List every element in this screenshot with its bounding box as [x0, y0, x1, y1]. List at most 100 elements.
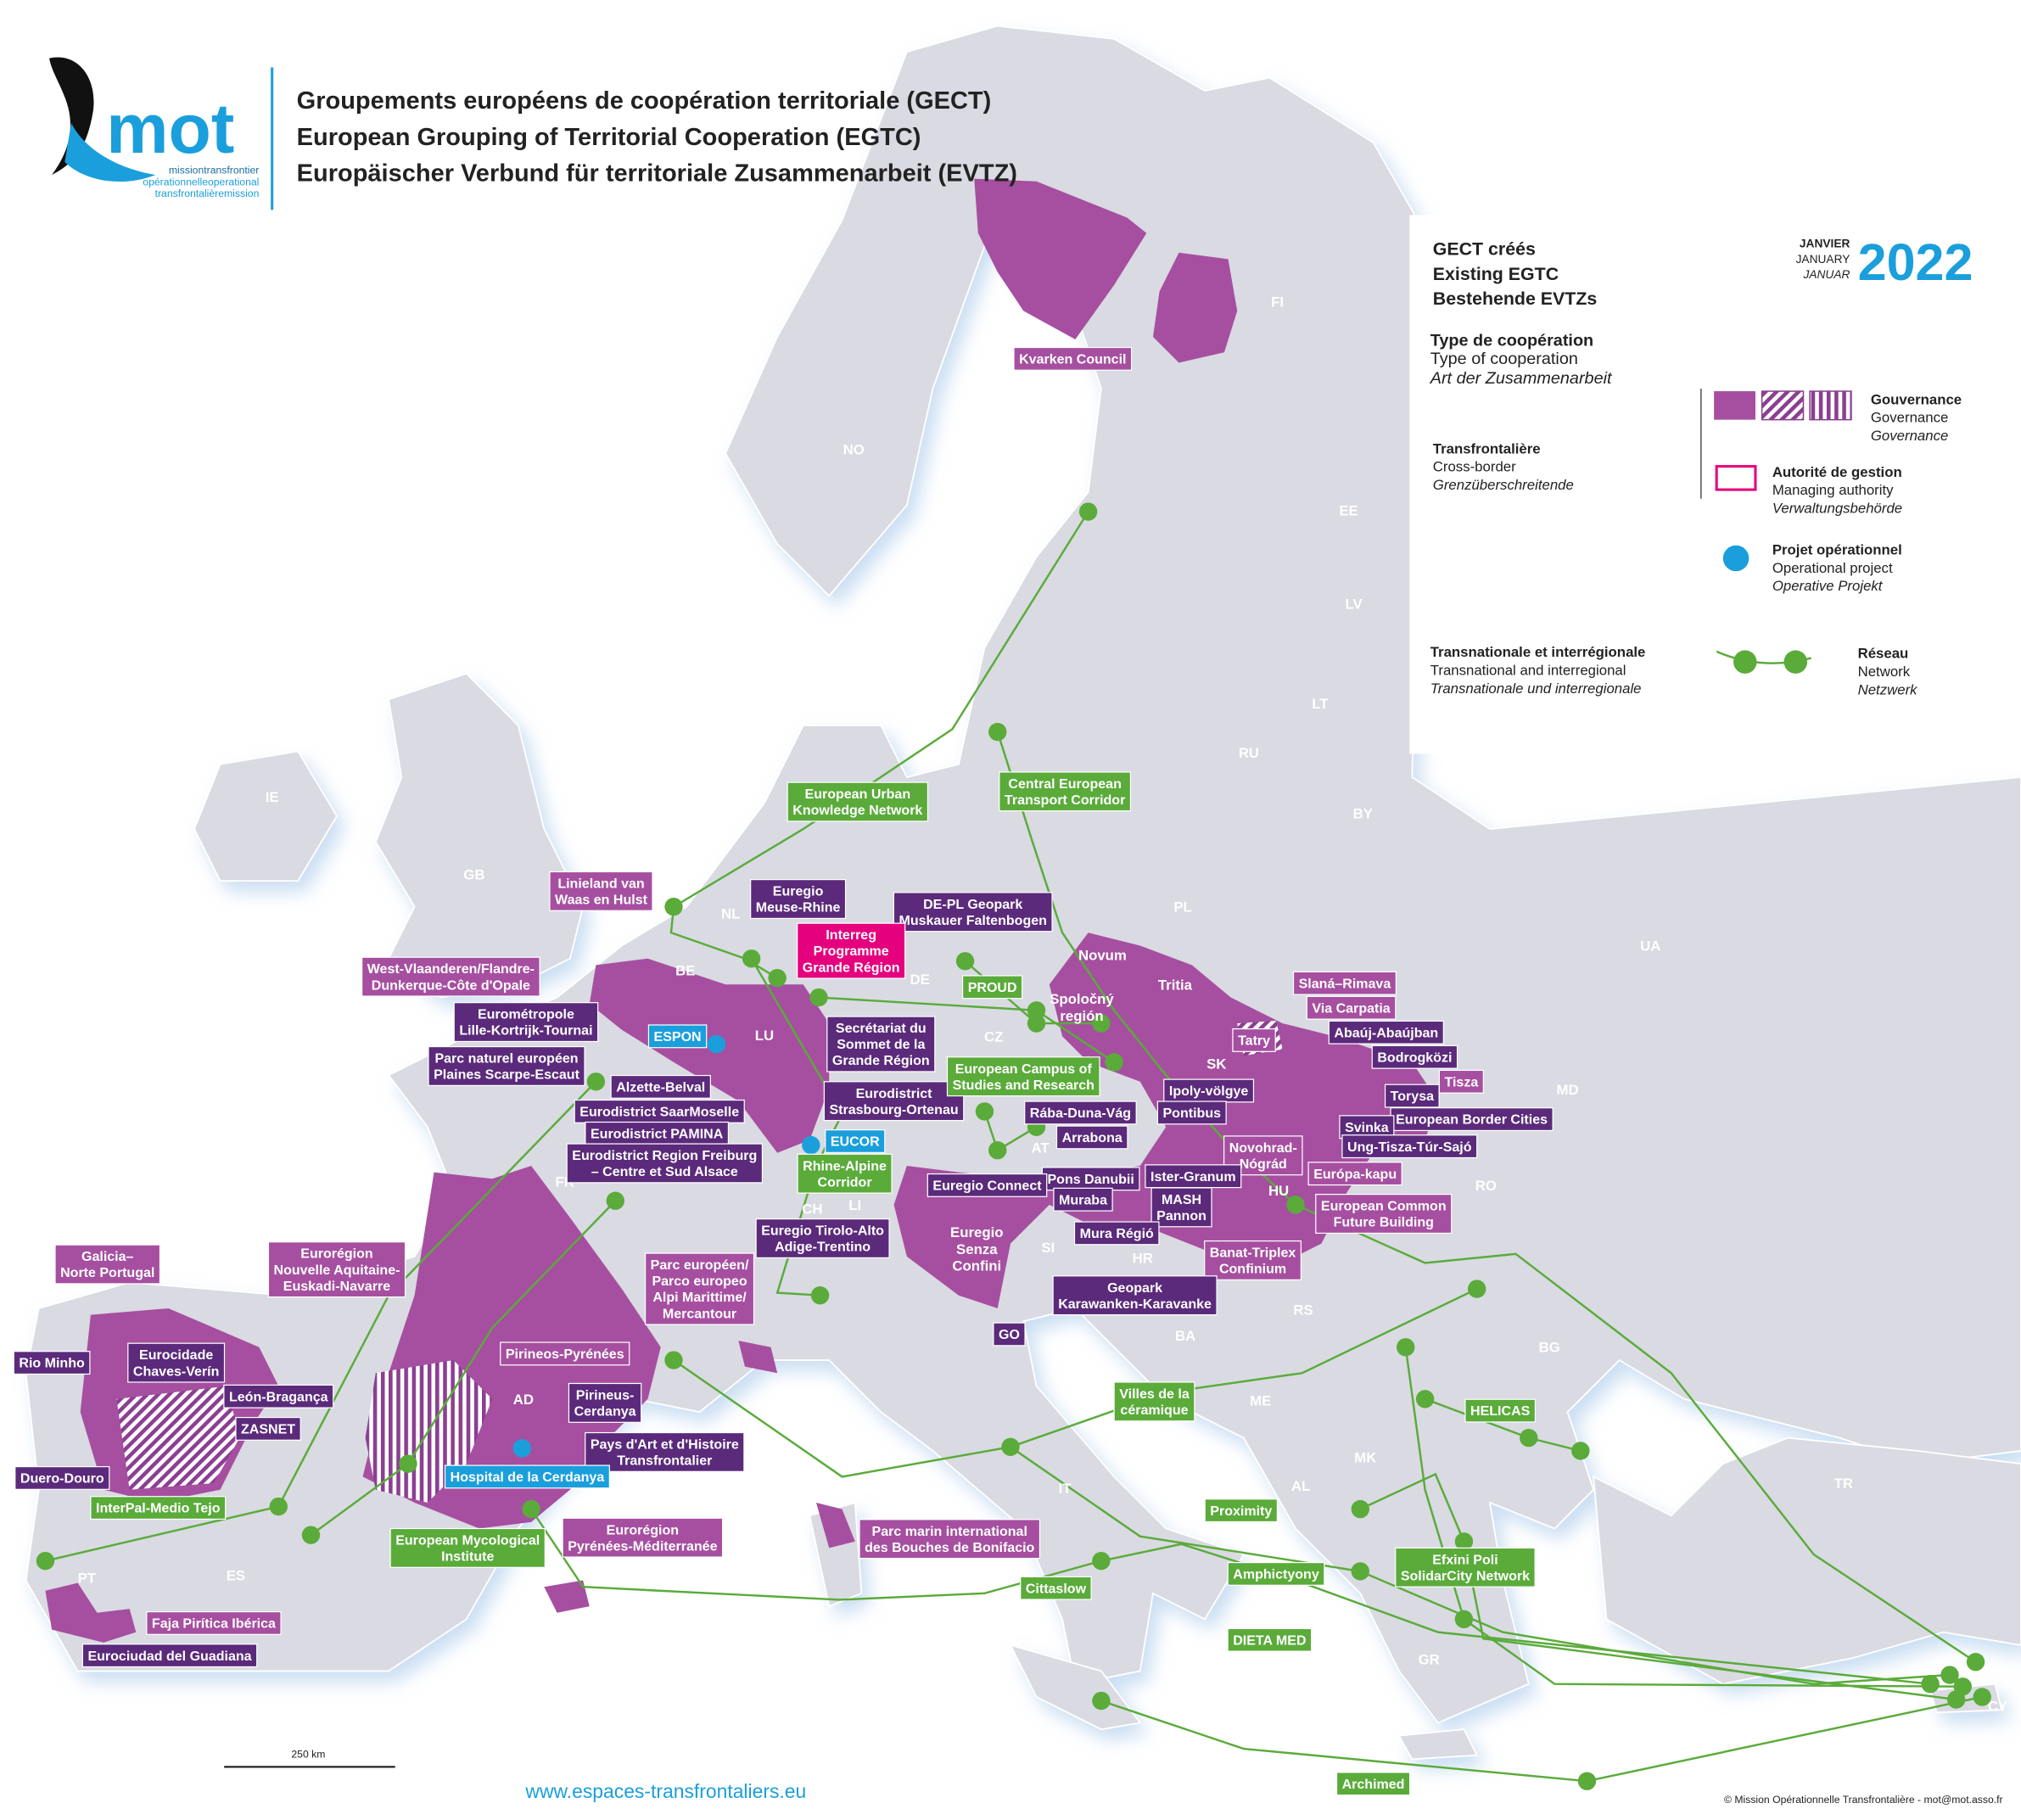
grouping-label: Európa-kapu	[1307, 1162, 1402, 1186]
country-code: PL	[1173, 899, 1191, 916]
network-node	[664, 897, 683, 916]
grouping-label: EUCOR	[825, 1129, 886, 1153]
country-code: PT	[78, 1570, 97, 1586]
network-node	[975, 1102, 994, 1121]
label-box	[1204, 1240, 1302, 1280]
legend-item-label: Operative Projekt	[1772, 578, 1884, 594]
label-text: Euregio	[773, 884, 824, 899]
label-text: León-Bragança	[229, 1389, 329, 1404]
label-text: Parc naturel européen	[434, 1051, 578, 1067]
label-box	[1384, 1084, 1440, 1108]
network-node	[742, 949, 761, 968]
legend-item-label: Governance	[1871, 410, 1948, 426]
label-box	[1341, 1134, 1478, 1159]
label-box	[568, 1382, 642, 1423]
transnational: Transnational and interregional	[1430, 662, 1626, 678]
network-node	[1092, 1551, 1111, 1571]
label-box	[797, 1153, 893, 1194]
label-box	[1390, 1107, 1554, 1132]
swatch-striped	[1809, 390, 1852, 421]
label-text: HELICAS	[1470, 1403, 1531, 1419]
website: www.espaces-transfrontaliers.eu	[524, 1780, 806, 1802]
country-code: BE	[675, 962, 695, 978]
label-box	[797, 922, 906, 979]
country-code: DK	[829, 701, 849, 717]
country-code: BY	[1353, 806, 1373, 822]
label-text: Tatry	[1238, 1033, 1270, 1049]
label-text: Archimed	[1342, 1777, 1405, 1792]
grouping-label: ESPON	[647, 1024, 708, 1049]
label-text: Alpi Marittime/	[652, 1290, 747, 1305]
label-box	[90, 1496, 227, 1520]
network-node	[988, 1141, 1007, 1160]
label-text: Programme	[814, 944, 889, 959]
network-node	[809, 988, 828, 1007]
label-box	[787, 781, 929, 822]
label-box	[1024, 1100, 1137, 1125]
label-box	[1055, 1125, 1128, 1150]
label-box	[235, 1416, 301, 1441]
label-text: Cittaslow	[1026, 1581, 1087, 1596]
label-text: Arrabona	[1062, 1130, 1123, 1145]
grouping-labels: Kvarken Council Linieland van Waas en Huls…	[13, 346, 1554, 1796]
country-code: MC	[771, 1386, 793, 1403]
grouping-label: PROUD	[961, 975, 1023, 1000]
label-text: Sommet de la	[837, 1037, 926, 1052]
logo-line: transfrontalièremission	[155, 188, 260, 199]
grouping-label: DIETA MED	[1227, 1627, 1313, 1652]
country-code: MD	[1557, 1082, 1579, 1098]
network-route	[1100, 1695, 1983, 1783]
label-text: Galicia–	[81, 1249, 134, 1264]
grouping-label: Cittaslow	[1020, 1576, 1092, 1600]
grouping-label: Muraba	[1053, 1187, 1113, 1212]
label-text: Pyrénées-Méditerranée	[568, 1538, 717, 1554]
network-node	[1092, 1014, 1111, 1033]
grouping-label: Torysa	[1384, 1084, 1440, 1108]
label-text: Corridor	[818, 1174, 872, 1190]
network-node	[955, 952, 975, 971]
grouping-label: Eurociudad del Guadiana	[81, 1644, 258, 1668]
label-text: Slaná–Rimava	[1299, 976, 1392, 991]
grouping-label: Kvarken Council	[1013, 346, 1133, 371]
label-text: Meuse-Rhine	[756, 900, 841, 916]
legend-item-label: Verwaltungsbehörde	[1772, 501, 1902, 517]
cross-border: Transfrontalière	[1433, 440, 1541, 456]
network-node	[1286, 1196, 1305, 1214]
network-node	[1973, 1688, 1991, 1706]
label-text: Parc marin international	[872, 1524, 1027, 1539]
label-text: Karawanken-Karavanke	[1058, 1296, 1212, 1312]
label-box	[361, 956, 540, 997]
network-node	[1577, 1772, 1597, 1790]
network-node	[1940, 1666, 1959, 1684]
network-node	[988, 722, 1007, 742]
label-text: ZASNET	[241, 1422, 295, 1437]
grouping-label: GO	[993, 1322, 1026, 1347]
grouping-label: Euregio Connect	[927, 1173, 1048, 1197]
legend-item-label: Operational project	[1772, 560, 1893, 576]
country-code: CZ	[984, 1028, 1003, 1044]
label-text: EUCOR	[831, 1134, 880, 1150]
grouping-label: ZASNET	[235, 1416, 301, 1441]
label-box	[826, 1016, 936, 1072]
network-node	[269, 1497, 288, 1516]
label-text: Pirineos-Pyrénées	[506, 1347, 624, 1362]
label-box	[859, 1519, 1041, 1560]
grouping-label: West-Vlaanderen/Flandre-Dunkerque-Côte d…	[361, 956, 540, 997]
grouping-label: Pirineus-Cerdanya	[568, 1382, 642, 1423]
label-text: Cerdanya	[574, 1404, 637, 1420]
label-text: SolidarCity Network	[1401, 1568, 1530, 1583]
label-text: Pontibus	[1163, 1106, 1222, 1121]
label-box	[14, 1465, 110, 1490]
label-text: Eurociudad del Guadiana	[87, 1649, 252, 1664]
label-text: Amphictyony	[1233, 1567, 1319, 1582]
label-text: Transport Corridor	[1005, 792, 1125, 808]
label-text: Mura Régió	[1080, 1226, 1154, 1241]
label-box	[389, 1527, 546, 1568]
label-box	[428, 1045, 585, 1086]
date-label: JANVIER	[1800, 238, 1850, 250]
label-text: Mercantour	[663, 1306, 736, 1321]
network-route	[310, 1200, 617, 1537]
